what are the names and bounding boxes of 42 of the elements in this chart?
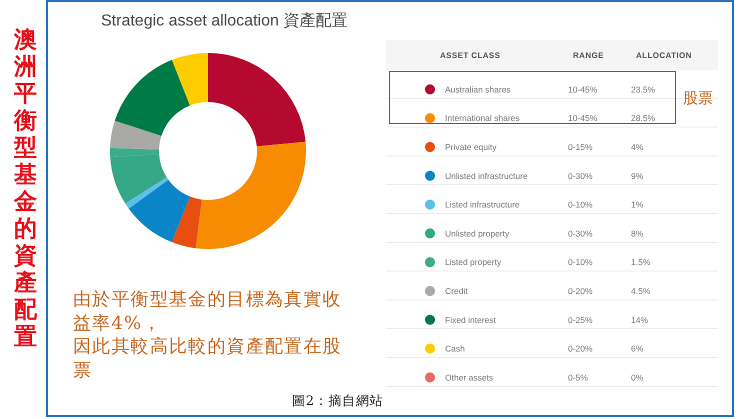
text: 0-25% — [568, 314, 594, 325]
legend-label: Listed property — [445, 257, 502, 268]
text: 0% — [631, 372, 644, 382]
text: 0-30% — [568, 228, 594, 238]
text: 0-10% — [568, 257, 594, 268]
data-label: 28.5% — [631, 113, 656, 124]
data-label: 6% — [631, 344, 644, 354]
data-label: 4% — [631, 142, 644, 152]
data-label: 14% — [631, 314, 648, 325]
legend-label: Unlisted infrastructure — [445, 170, 528, 181]
legend-label: Unlisted property — [445, 228, 510, 238]
text: 0-10% — [568, 200, 594, 210]
text: 10-45% — [568, 84, 598, 94]
text: 0-30% — [568, 170, 594, 181]
text: 由於平衡型基金的目標為真實收益率4%， — [73, 288, 343, 335]
text: 因此其較高比較的資產配置在股票 — [73, 335, 343, 382]
legend-label: Fixed interest — [445, 314, 497, 325]
data-label: 9% — [631, 170, 644, 181]
data-label: 4.5% — [631, 286, 651, 296]
text: 0-5% — [568, 372, 588, 382]
chart-title: Strategic asset allocation 資產配置 — [101, 12, 348, 30]
legend-label: Listed infrastructure — [445, 200, 520, 210]
text: 0-15% — [568, 142, 594, 152]
text: 股票 — [683, 88, 713, 108]
text: 澳洲平衡型基金的資產配置 — [14, 26, 37, 350]
data-label: 1.5% — [631, 257, 651, 268]
text: ALLOCATION — [636, 51, 692, 61]
data-label: 8% — [631, 228, 644, 238]
text: 0-20% — [568, 286, 594, 296]
legend-label: International shares — [445, 113, 520, 124]
text: RANGE — [573, 51, 604, 61]
data-label: 1% — [631, 200, 644, 210]
text: 10-45% — [568, 113, 598, 124]
legend-label: Other assets — [445, 372, 494, 382]
legend-label: Australian shares — [445, 84, 511, 94]
legend-label: Private equity — [445, 142, 498, 152]
caption: 圖2：摘自網站 — [292, 394, 384, 410]
data-label: 23.5% — [631, 84, 656, 94]
text: ASSET CLASS — [440, 51, 500, 61]
legend-label: Cash — [445, 344, 466, 354]
text: 0-20% — [568, 344, 594, 354]
legend-label: Credit — [445, 286, 468, 296]
